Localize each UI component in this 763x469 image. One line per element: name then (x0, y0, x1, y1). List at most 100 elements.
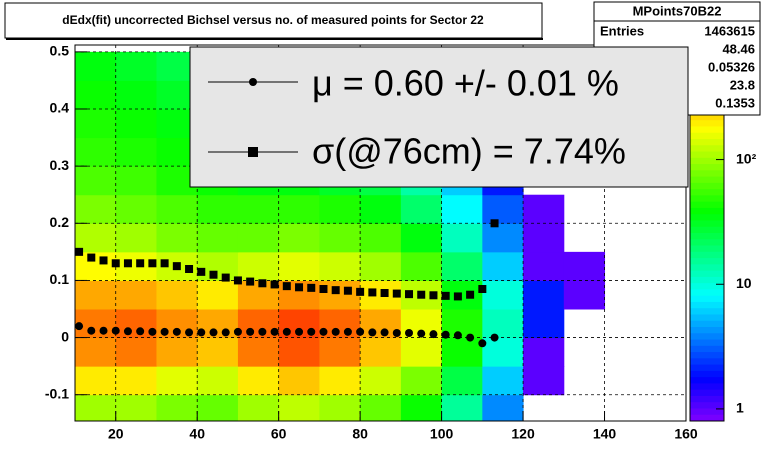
point (490, 219, 499, 228)
cell (482, 366, 524, 396)
cell (197, 223, 239, 253)
cell (197, 394, 239, 421)
color-bar-slice (690, 358, 724, 366)
color-bar-slice (690, 220, 724, 228)
z-tick-label: 10² (736, 150, 757, 166)
color-bar-slice (690, 320, 724, 328)
color-bar-slice (690, 414, 724, 422)
color-bar-slice (690, 389, 724, 397)
cell (360, 223, 402, 253)
cell (482, 394, 524, 421)
cell (400, 394, 443, 421)
point (453, 292, 462, 301)
color-bar-slice (690, 395, 724, 403)
cell (482, 309, 524, 339)
cell (441, 366, 483, 396)
legend-marker (248, 147, 258, 157)
cell (482, 251, 524, 281)
cell (319, 280, 361, 310)
color-bar-slice (690, 151, 724, 159)
point (136, 327, 145, 336)
cell (237, 223, 280, 253)
cell (482, 280, 524, 310)
cell (115, 137, 157, 167)
axes: 20 40 60 80 100 120 140 160 -0.1 0 0.1 0.2 0.3 0.4 0.5 (45, 43, 698, 442)
cell (563, 280, 606, 310)
cell (278, 223, 320, 253)
x-tick-label: 120 (511, 426, 535, 442)
cell (115, 337, 157, 367)
point (197, 328, 206, 337)
cell (115, 366, 157, 396)
color-bar-slice (690, 258, 724, 265)
color-bar-slice (690, 126, 724, 134)
cell (75, 223, 117, 253)
point (295, 283, 304, 292)
point (246, 277, 255, 286)
cell (156, 337, 198, 367)
cell (482, 337, 524, 367)
color-bar-slice (690, 214, 724, 221)
color-bar-slice (690, 239, 724, 247)
point (282, 327, 291, 336)
color-bar-slice (690, 283, 724, 290)
point (295, 327, 304, 336)
point (258, 279, 267, 288)
cell (197, 337, 239, 367)
point (221, 328, 230, 337)
cell (75, 166, 117, 196)
point (319, 327, 328, 336)
x-tick-label: 80 (352, 426, 368, 442)
legend-box (189, 46, 689, 188)
y-tick-label: 0.2 (50, 214, 70, 230)
color-bar-slice (690, 364, 724, 372)
chart-title: dEdx(fit) uncorrected Bichsel versus no.… (62, 13, 484, 27)
stats-value: 0.05326 (708, 59, 755, 74)
point (392, 329, 401, 337)
cell (75, 366, 117, 396)
cell (115, 280, 157, 310)
point (331, 327, 340, 336)
cell (360, 251, 402, 281)
color-bar-slice (690, 189, 724, 196)
point (417, 290, 426, 299)
cell (75, 137, 117, 167)
cell (441, 337, 483, 367)
color-bar-slice (690, 402, 724, 409)
cell (237, 251, 280, 281)
color-bar-slice (690, 264, 724, 272)
cell (400, 337, 443, 367)
color-bar-slice (690, 195, 724, 203)
color-bar-slice (690, 120, 724, 127)
point (148, 259, 157, 268)
color-bar-slice (690, 226, 724, 234)
point (356, 287, 365, 296)
cell (360, 194, 402, 224)
point (368, 288, 377, 297)
cell (482, 223, 524, 253)
x-tick-label: 20 (108, 426, 124, 442)
cell (237, 394, 280, 421)
cell (115, 223, 157, 253)
point (343, 327, 352, 336)
point (185, 328, 194, 337)
color-bar-slice (690, 408, 724, 416)
color-bar-slice (690, 327, 724, 334)
color-bar-slice (690, 176, 724, 184)
color-bar-slice (690, 370, 724, 378)
point (160, 259, 169, 268)
cell (115, 80, 157, 110)
cell (523, 194, 565, 224)
cell (237, 337, 280, 367)
point (258, 327, 267, 336)
cell (75, 251, 117, 281)
point (172, 262, 181, 271)
cell (156, 194, 198, 224)
cell (400, 223, 443, 253)
cell (75, 194, 117, 224)
point (209, 328, 218, 337)
point (441, 291, 450, 300)
point (417, 329, 426, 338)
cell (75, 51, 117, 81)
y-tick-label: 0.5 (50, 43, 70, 59)
